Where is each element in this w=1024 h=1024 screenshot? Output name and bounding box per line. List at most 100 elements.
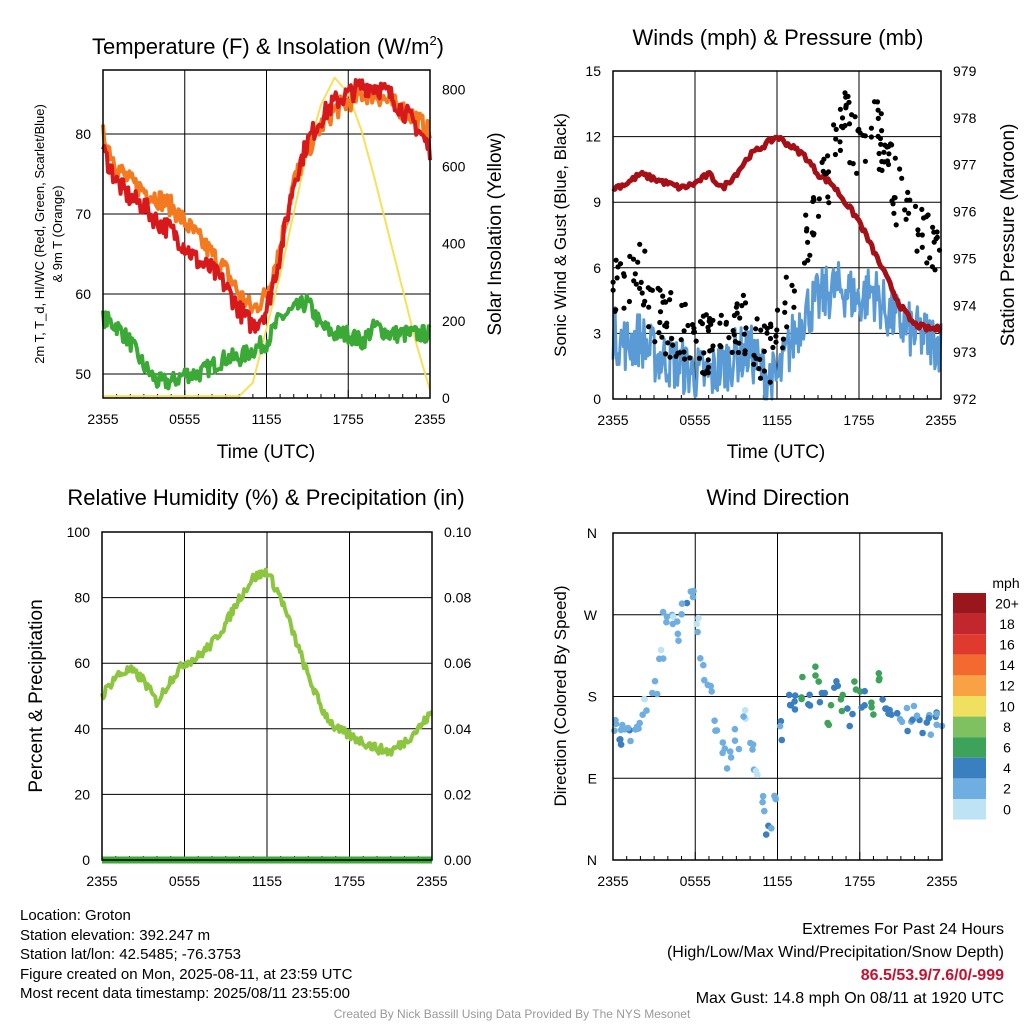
humidity-panel: Relative Humidity (%) & Precipitation (i… <box>26 485 471 889</box>
gust-point <box>803 228 810 234</box>
series-line-t_d <box>101 293 432 391</box>
gust-point <box>862 158 869 164</box>
gust-point <box>718 312 724 318</box>
colorbar-unit-label: mph <box>992 575 1019 591</box>
precip-y-tick-label: 0.06 <box>444 655 471 671</box>
direction-point <box>695 614 702 622</box>
gust-point <box>691 329 698 335</box>
gust-point <box>846 99 852 105</box>
extremes-subtitle: (High/Low/Max Wind/Precipitation/Snow De… <box>666 944 1004 961</box>
colorbar-label: 0 <box>1003 801 1011 817</box>
colorbar-label: 6 <box>1003 740 1011 756</box>
gust-point <box>903 216 909 222</box>
direction-point <box>735 745 743 753</box>
direction-point <box>791 706 799 713</box>
direction-point <box>919 729 926 737</box>
direction-point <box>678 611 685 618</box>
gust-point <box>875 115 881 121</box>
gust-point <box>673 353 679 359</box>
humidity-y-tick-label: 80 <box>74 590 90 606</box>
direction-x-tick-label: 2355 <box>926 873 957 889</box>
gust-point <box>743 325 749 331</box>
gust-point <box>919 244 925 250</box>
gust-point <box>831 122 837 128</box>
gust-point <box>701 350 707 356</box>
gust-point <box>681 328 687 334</box>
gust-point <box>784 324 790 330</box>
direction-point <box>861 702 868 709</box>
station-info: Location: Groton Station elevation: 392.… <box>20 906 352 1004</box>
direction-point <box>700 661 707 669</box>
extremes-block: Extremes For Past 24 Hours (High/Low/Max… <box>667 918 1004 1010</box>
gust-point <box>670 342 676 348</box>
direction-point <box>927 731 935 738</box>
direction-point <box>683 599 691 607</box>
direction-point <box>824 719 831 727</box>
direction-point <box>838 707 846 715</box>
gust-point <box>803 212 809 218</box>
insolation-y-tick-label: 800 <box>442 81 466 97</box>
humidity-y-axis-label: Percent & Precipitation <box>26 599 47 792</box>
colorbar-swatch <box>953 799 986 820</box>
direction-point <box>694 628 701 636</box>
pressure-y-tick-label: 974 <box>953 297 977 313</box>
wind-series <box>610 90 943 401</box>
direction-point <box>903 704 911 712</box>
colorbar-label: 20+ <box>995 595 1019 611</box>
direction-point <box>663 618 670 626</box>
gust-point <box>915 232 921 238</box>
gust-point <box>770 344 776 351</box>
direction-point <box>731 725 739 733</box>
gust-point <box>823 171 830 177</box>
humidity-y-tick-label: 40 <box>74 721 90 737</box>
direction-point <box>776 722 784 730</box>
humidity-y-tick-label: 20 <box>74 786 90 802</box>
colorbar-label: 16 <box>999 637 1015 653</box>
gust-point <box>741 331 747 337</box>
wind-y-tick-label: 12 <box>585 129 601 145</box>
gust-point <box>801 260 808 266</box>
gust-point <box>656 330 662 336</box>
gust-point <box>761 323 768 329</box>
direction-point <box>726 748 734 755</box>
gust-point <box>821 156 827 162</box>
gust-point <box>734 301 740 307</box>
insolation-y-axis-label: Solar Insolation (Yellow) <box>485 132 506 335</box>
direction-y-tick-label: N <box>587 525 597 541</box>
gust-point <box>852 114 858 120</box>
direction-plot-frame <box>612 532 943 861</box>
gust-point <box>637 285 643 291</box>
colorbar-label: 14 <box>999 657 1015 673</box>
gust-point <box>742 300 749 306</box>
temperature-x-tick-label: 2355 <box>414 411 445 427</box>
gust-point <box>667 297 673 303</box>
colorbar-label: 12 <box>999 678 1015 694</box>
gust-point <box>773 339 779 345</box>
gust-point <box>751 361 757 367</box>
gust-point <box>737 315 743 321</box>
gust-point <box>774 307 781 313</box>
direction-point <box>740 713 747 720</box>
colorbar-swatch <box>953 613 986 635</box>
gust-point <box>868 134 875 140</box>
direction-point <box>762 831 770 838</box>
gust-point <box>729 349 735 355</box>
series-line-relative-humidity <box>100 567 433 757</box>
direction-point <box>612 716 619 724</box>
direction-point <box>821 689 829 697</box>
gust-point <box>899 175 905 181</box>
direction-point <box>875 676 883 684</box>
gust-point <box>657 309 664 315</box>
precip-y-tick-label: 0.02 <box>444 786 471 802</box>
gust-point <box>767 335 774 342</box>
gust-point <box>730 328 736 334</box>
direction-point <box>649 689 656 697</box>
direction-point <box>663 613 671 620</box>
gust-point <box>881 149 887 155</box>
gust-point <box>646 324 652 330</box>
gust-point <box>696 355 703 361</box>
gust-point <box>740 292 747 298</box>
direction-point <box>689 593 697 601</box>
pressure-y-tick-label: 973 <box>953 344 977 360</box>
